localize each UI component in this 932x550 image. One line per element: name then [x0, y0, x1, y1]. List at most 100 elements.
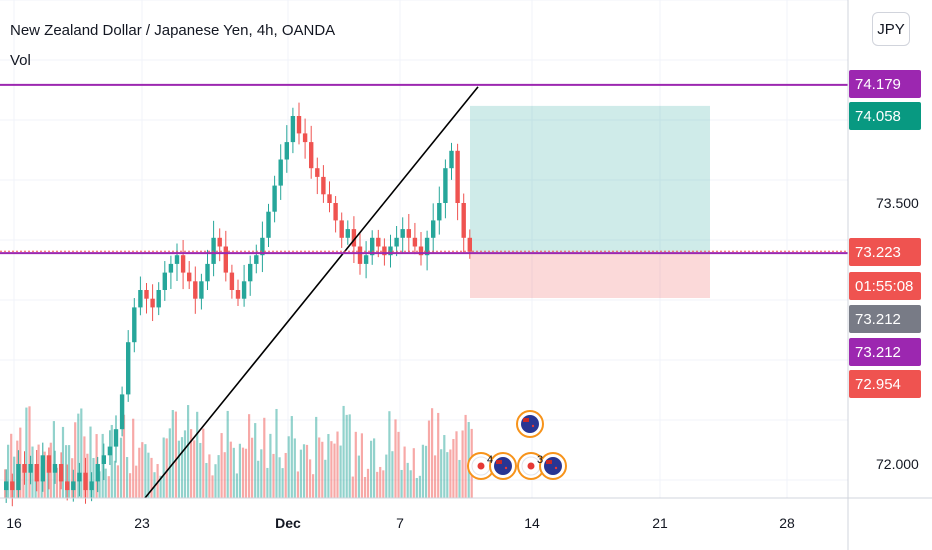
candle [400, 217, 405, 254]
volume-bar [129, 473, 132, 498]
volume-bar [321, 441, 324, 498]
candle [424, 230, 430, 271]
volume-bar [223, 452, 226, 498]
volume-bar [92, 457, 95, 498]
price-label-support: 73.212 [849, 338, 921, 366]
volume-bar [254, 423, 257, 498]
volume-bar [287, 436, 290, 498]
candle [52, 450, 58, 484]
position-stop-zone[interactable] [470, 253, 710, 299]
volume-bar [229, 441, 232, 498]
candle [28, 455, 33, 485]
candle [65, 464, 70, 501]
candle [83, 457, 88, 504]
candle [412, 222, 418, 255]
volume-bar [284, 452, 287, 498]
volume-bar [217, 455, 220, 498]
volume-bar [412, 448, 415, 498]
volume-bar [418, 475, 421, 498]
volume-bar [202, 428, 205, 498]
japan-flag-icon [467, 452, 495, 480]
volume-bar [71, 458, 74, 498]
candle [168, 255, 174, 289]
volume-bar [25, 407, 28, 498]
volume-bar [208, 454, 211, 498]
volume-bar [80, 408, 83, 498]
volume-bar [266, 467, 269, 498]
candle [235, 279, 241, 306]
volume-bar [397, 431, 400, 498]
currency-button[interactable]: JPY [872, 12, 910, 46]
volume-bar [107, 476, 110, 498]
volume-bar [281, 468, 284, 498]
volume-bar [394, 419, 397, 498]
candle [309, 125, 314, 179]
volume-legend: Vol [10, 52, 31, 69]
axis-tick-72000: 72.000 [876, 456, 919, 472]
candle [266, 203, 271, 247]
volume-bar [345, 414, 348, 498]
volume-bar [437, 412, 440, 498]
volume-bar [309, 459, 312, 498]
volume-bar [421, 444, 424, 498]
x-tick-21: 21 [652, 515, 668, 531]
x-tick-14: 14 [524, 515, 540, 531]
volume-bar [7, 444, 10, 498]
volume-bar [132, 418, 135, 498]
nz-flag-icon [539, 452, 567, 480]
volume-bar [312, 474, 315, 498]
candle [333, 196, 338, 233]
candle [144, 282, 149, 314]
candle [211, 220, 216, 277]
trend-line[interactable] [144, 86, 479, 499]
volume-bar [269, 433, 272, 498]
volume-bar [275, 408, 278, 498]
candle [34, 450, 39, 492]
candle [223, 230, 228, 282]
volume-bar [260, 449, 263, 498]
volume-bar [366, 468, 370, 498]
x-tick-28: 28 [779, 515, 795, 531]
volume-bar [119, 437, 123, 498]
volume-bar [415, 477, 418, 498]
candle [205, 249, 210, 291]
candle [370, 230, 375, 265]
candle [431, 203, 436, 254]
volume-bar [199, 442, 202, 498]
volume-bar [299, 449, 302, 498]
volume-bar [440, 449, 443, 498]
countdown-label: 01:55:08 [849, 272, 921, 300]
volume-bar [174, 411, 177, 498]
candle [418, 231, 424, 266]
volume-bar [135, 465, 138, 498]
volume-bar [147, 452, 150, 498]
volume-bar [165, 438, 168, 498]
volume-bar [302, 444, 306, 498]
volume-bar [144, 444, 147, 498]
volume-bar [110, 424, 113, 498]
candle [22, 451, 27, 485]
volume-bar [376, 471, 379, 498]
candle [296, 102, 302, 145]
volume-bar [455, 431, 458, 498]
candle [46, 447, 52, 490]
volume-bar [336, 431, 339, 498]
volume-bar [443, 435, 446, 498]
candle [71, 469, 76, 502]
volume-bar [315, 416, 318, 498]
candle [229, 264, 235, 299]
volume-bar [34, 465, 37, 498]
volume-bar [205, 462, 208, 498]
volume-bar [65, 445, 68, 498]
position-target-zone[interactable] [470, 105, 710, 254]
volume-bar [126, 457, 129, 498]
candle [315, 157, 320, 195]
candle [199, 273, 204, 310]
volume-bar [305, 444, 309, 498]
volume-bars [4, 405, 473, 498]
candle [437, 186, 442, 235]
candle [156, 282, 161, 316]
volume-bar [391, 451, 394, 498]
volume-bar [138, 447, 141, 498]
